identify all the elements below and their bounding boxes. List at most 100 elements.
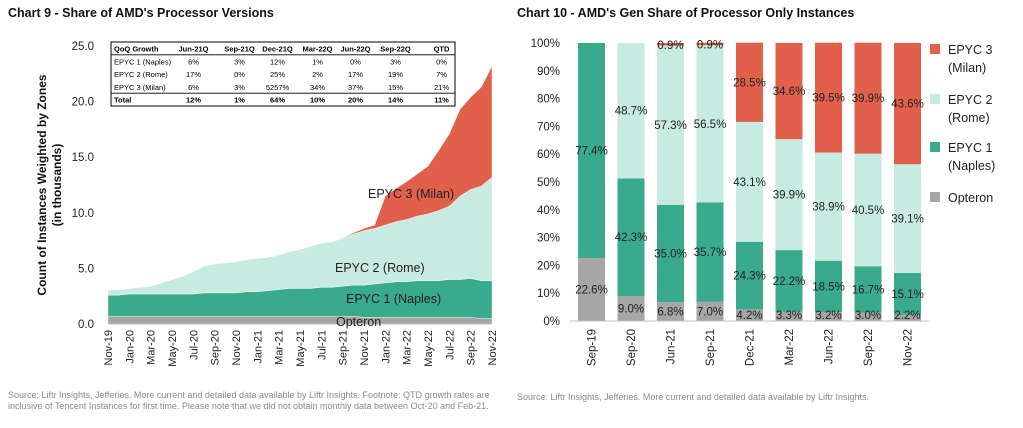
chart10-bar-epyc-1-naples-	[736, 241, 763, 310]
chart10-data-label: 39.1%	[891, 214, 924, 226]
chart9-source: Source: Liftr Insights, Jefferies. More …	[8, 390, 490, 411]
legend-swatch	[930, 192, 940, 202]
chart10-data-label: 9.0%	[618, 303, 644, 315]
chart10-data-label: 39.9%	[773, 190, 806, 202]
growth-table-cell: 1%	[234, 96, 245, 105]
chart9-x-tick-label: Jan-20	[124, 330, 136, 364]
growth-table-cell: 5257%	[266, 83, 290, 92]
chart10-x-tick-label: Nov-22	[903, 329, 915, 366]
chart10-y-tick-label: 20%	[537, 260, 560, 272]
legend-swatch	[930, 142, 940, 152]
chart10-x-tick-label: Jun-21	[666, 329, 678, 364]
chart9-y-tick-label: 0.0	[78, 319, 94, 331]
growth-table-header: QTD	[434, 45, 450, 54]
legend-swatch	[930, 94, 940, 104]
growth-table-cell: EPYC 3 (Milan)	[114, 83, 166, 92]
chart10-data-label: 2.2%	[894, 310, 920, 322]
chart10-data-label: 39.5%	[812, 93, 845, 105]
chart10-bar-opteron	[775, 311, 803, 321]
chart10-bar-opteron	[854, 312, 882, 321]
chart9-series-annotation: EPYC 1 (Naples)	[346, 292, 441, 306]
chart9-x-tick-label: Mar-21	[274, 330, 286, 365]
chart10-bar-epyc-2-rome-	[696, 45, 724, 203]
growth-table-cell: 6%	[188, 83, 199, 92]
chart10-x-tick-label: Jun-22	[824, 329, 836, 364]
chart10-x-tick-label: Sep-19	[587, 329, 599, 366]
qoq-growth-table: QoQ Growth Jun-21Q Sep-21Q Dec-21Q Mar-22Q Ju…	[110, 41, 456, 107]
chart9-x-tick-label: Mar-22	[402, 330, 414, 365]
chart10-data-label: 34.6%	[773, 86, 806, 98]
chart10-data-label: 57.3%	[654, 120, 687, 132]
chart9-x-tick-label: Jul-20	[188, 330, 200, 360]
chart9-title: Chart 9 - Share of AMD's Processor Versi…	[8, 6, 274, 20]
chart9-x-tick-label: Sep-21	[338, 330, 350, 365]
growth-table-cell: 1%	[312, 57, 323, 66]
chart10-y-tick-label: 60%	[537, 149, 560, 161]
growth-table-cell: 11%	[434, 96, 449, 105]
legend-label: (Milan)	[948, 61, 986, 75]
chart10-bar-opteron	[578, 258, 605, 321]
chart9-series-annotation: EPYC 2 (Rome)	[335, 261, 425, 275]
chart10-data-label: 39.9%	[852, 93, 885, 105]
chart10-y-tick-label: 0%	[543, 316, 560, 328]
legend-label: (Naples)	[948, 159, 995, 173]
chart10-data-label: 3.2%	[815, 310, 841, 322]
chart9-y-axis-title: Count of Instances Weighted by Zones(in …	[35, 74, 64, 295]
chart10-bar-epyc-2-rome-	[815, 152, 842, 261]
growth-table-cell: 0%	[350, 57, 361, 66]
growth-table-cell: 15%	[388, 83, 403, 92]
growth-table-cell: 2%	[312, 70, 323, 79]
chart9-x-tick-label: Nov-21	[359, 330, 371, 365]
chart10-data-label: 22.2%	[773, 276, 806, 288]
chart10-bar-epyc-1-naples-	[894, 272, 921, 315]
growth-table-header: Mar-22Q	[302, 45, 332, 54]
chart10-bar-epyc-2-rome-	[657, 45, 684, 205]
chart9-area-epyc-3-milan-	[108, 65, 493, 290]
chart10-bar-epyc-3-milan-	[696, 42, 724, 46]
chart10-bar-epyc-1-naples-	[578, 43, 605, 259]
growth-table-cell: 10%	[310, 96, 325, 105]
chart10-data-label: 40.5%	[852, 205, 885, 217]
chart10-bar-epyc-1-naples-	[775, 250, 803, 312]
chart10-data-label: 35.7%	[694, 247, 727, 259]
chart10-bar-epyc-2-rome-	[617, 43, 645, 179]
growth-table-cell: 0%	[234, 70, 245, 79]
growth-table-cell: 17%	[348, 70, 363, 79]
growth-table-cell: 6%	[188, 57, 199, 66]
chart10-y-tick-label: 90%	[537, 66, 560, 78]
chart9-y-tick-label: 5.0	[78, 263, 94, 275]
growth-table-header: Dec-21Q	[262, 45, 293, 54]
chart10-data-label: 0.9%	[697, 40, 723, 52]
chart9-x-tick-label: May-22	[423, 330, 435, 367]
chart9-x-tick-label: Jan-21	[252, 330, 264, 364]
chart10-legend-item: EPYC 2 (Rome)	[930, 93, 993, 125]
chart10-y-tick-label: 100%	[531, 38, 560, 50]
chart10-bar-epyc-2-rome-	[736, 121, 763, 242]
chart10-data-label: 77.4%	[575, 146, 608, 158]
chart9-y-tick-label: 10.0	[72, 208, 94, 220]
chart10-stacked-bar-chart: 0% 10% 20% 30% 40% 50% 60% 70% 80% 90% 100% 22.6% 77…	[531, 38, 996, 366]
legend-label: Opteron	[948, 191, 993, 205]
chart10-data-label: 3.0%	[855, 310, 881, 322]
chart9-x-tick-label: May-20	[167, 330, 179, 367]
chart9-y-tick-label: 15.0	[72, 152, 94, 164]
growth-table-cell: 12%	[270, 57, 285, 66]
chart9-x-tick-label: Nov-19	[103, 330, 115, 365]
growth-table-cell: 25%	[270, 70, 285, 79]
chart10-bar-epyc-2-rome-	[775, 139, 803, 251]
chart10-bar-opteron	[657, 302, 684, 321]
chart10-bar-epyc-1-naples-	[696, 202, 724, 302]
chart10-data-label: 18.5%	[812, 281, 845, 293]
chart9-y-tick-label: 25.0	[72, 41, 94, 53]
chart10-data-label: 28.5%	[733, 77, 766, 89]
growth-table-header: Sep-21Q	[224, 45, 255, 54]
chart10-data-label: 56.5%	[694, 119, 727, 131]
chart9-x-tick-label: Nov-20	[231, 330, 243, 365]
chart10-data-label: 43.1%	[733, 177, 766, 189]
growth-table-header: Jun-21Q	[178, 45, 208, 54]
chart10-bar-epyc-3-milan-	[815, 42, 842, 153]
chart10-data-label: 15.1%	[891, 289, 924, 301]
chart10-x-tick-label: Sep-20	[626, 329, 638, 366]
growth-table-header: Sep-22Q	[380, 45, 411, 54]
chart10-bar-opteron	[617, 295, 645, 321]
